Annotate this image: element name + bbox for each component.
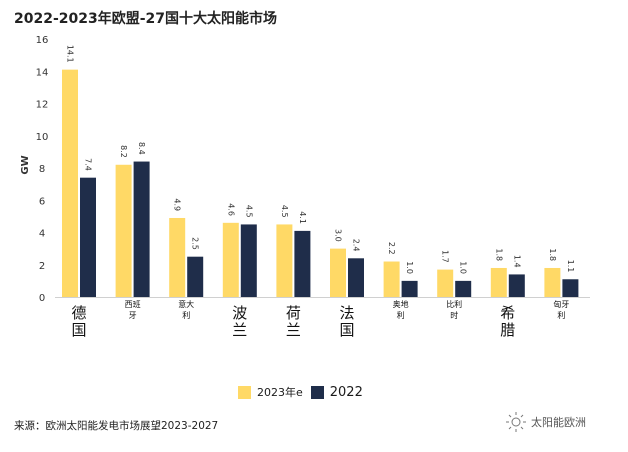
bar-2022 — [455, 280, 472, 297]
data-label: 7.4 — [84, 158, 93, 171]
bar-2023 — [330, 248, 346, 297]
data-label: 2.5 — [191, 237, 200, 250]
category-label: 希腊 — [500, 304, 515, 339]
bar-2023 — [62, 69, 78, 297]
legend-item-2022: 2022 — [310, 384, 363, 400]
data-label: 3.0 — [334, 229, 343, 242]
y-axis-title: GW — [20, 155, 31, 174]
sun-ring-icon — [506, 412, 526, 432]
legend-label-2023: 2023年e — [257, 386, 303, 399]
category-label: 比利时 — [446, 299, 462, 320]
data-label: 8.2 — [119, 145, 128, 158]
source-note: 来源：欧洲太阳能发电市场展望2023-2027 — [14, 420, 219, 432]
bar-2023 — [222, 222, 239, 297]
bar-2022 — [348, 258, 364, 297]
y-tick-label: 14 — [36, 67, 49, 78]
category-label: 法国 — [339, 304, 354, 339]
bar-2023 — [490, 267, 507, 297]
data-label: 4.9 — [173, 198, 182, 211]
data-label: 1.1 — [566, 260, 575, 273]
legend-swatch-2023 — [238, 385, 251, 399]
bar-2023 — [544, 267, 561, 297]
bar-2022 — [133, 161, 150, 297]
y-tick-label: 12 — [36, 100, 49, 111]
category-label: 奥地利 — [393, 299, 409, 320]
bar-2022 — [240, 224, 257, 297]
data-label: 2.4 — [352, 239, 361, 252]
bar-2022 — [401, 280, 418, 297]
legend-swatch-2022 — [310, 385, 324, 399]
brand: 太阳能欧洲 — [505, 411, 586, 433]
y-tick-label: 16 — [36, 35, 49, 46]
category-label: 西班牙 — [125, 299, 141, 320]
y-tick-label: 2 — [39, 261, 45, 272]
category-label: 德国 — [71, 304, 86, 339]
data-label: 8.4 — [137, 142, 146, 155]
category-label: 荷兰 — [286, 304, 301, 339]
bar-2023 — [169, 217, 186, 297]
data-label: 1.8 — [494, 248, 503, 261]
brand-name: 太阳能欧洲 — [531, 416, 586, 429]
chart-title: 2022-2023年欧盟-27国十大太阳能市场 — [14, 11, 278, 27]
data-label: 4.5 — [280, 205, 289, 218]
bar-2022 — [508, 274, 525, 297]
bar-2023 — [383, 261, 400, 297]
data-label: 1.0 — [459, 261, 468, 274]
legend-label-2022: 2022 — [329, 384, 363, 400]
data-label: 1.8 — [548, 248, 557, 261]
data-label: 14.1 — [66, 45, 75, 63]
bar-2022 — [562, 279, 579, 297]
data-label: 4.1 — [298, 211, 307, 224]
y-tick-label: 4 — [39, 229, 45, 240]
category-label: 匈牙利 — [553, 299, 569, 320]
bar-2023 — [276, 224, 293, 297]
y-tick-label: 0 — [39, 293, 45, 304]
legend: 2023年e 2022 — [238, 384, 363, 400]
data-label: 1.7 — [441, 250, 450, 263]
y-tick-label: 6 — [39, 196, 45, 207]
category-label: 波兰 — [232, 304, 247, 339]
data-label: 4.6 — [226, 203, 235, 216]
data-label: 2.2 — [387, 242, 396, 255]
data-label: 1.0 — [405, 261, 414, 274]
bar-2022 — [294, 230, 311, 297]
bar-2022 — [187, 256, 204, 297]
y-tick-label: 8 — [39, 164, 45, 175]
category-label: 意大利 — [178, 299, 194, 320]
bar-2022 — [80, 177, 96, 297]
data-label: 4.5 — [244, 205, 253, 218]
y-tick-label: 10 — [36, 132, 49, 143]
bar-chart: 0 2 4 6 8 10 12 14 16 GW 14.1 7.4 德国 8.2 8.4 西班牙 4.9 2.5 意… — [20, 35, 590, 339]
bar-2023 — [437, 269, 454, 297]
data-label: 1.4 — [512, 255, 521, 268]
bar-2023 — [115, 164, 132, 297]
legend-item-2023: 2023年e — [238, 384, 303, 400]
